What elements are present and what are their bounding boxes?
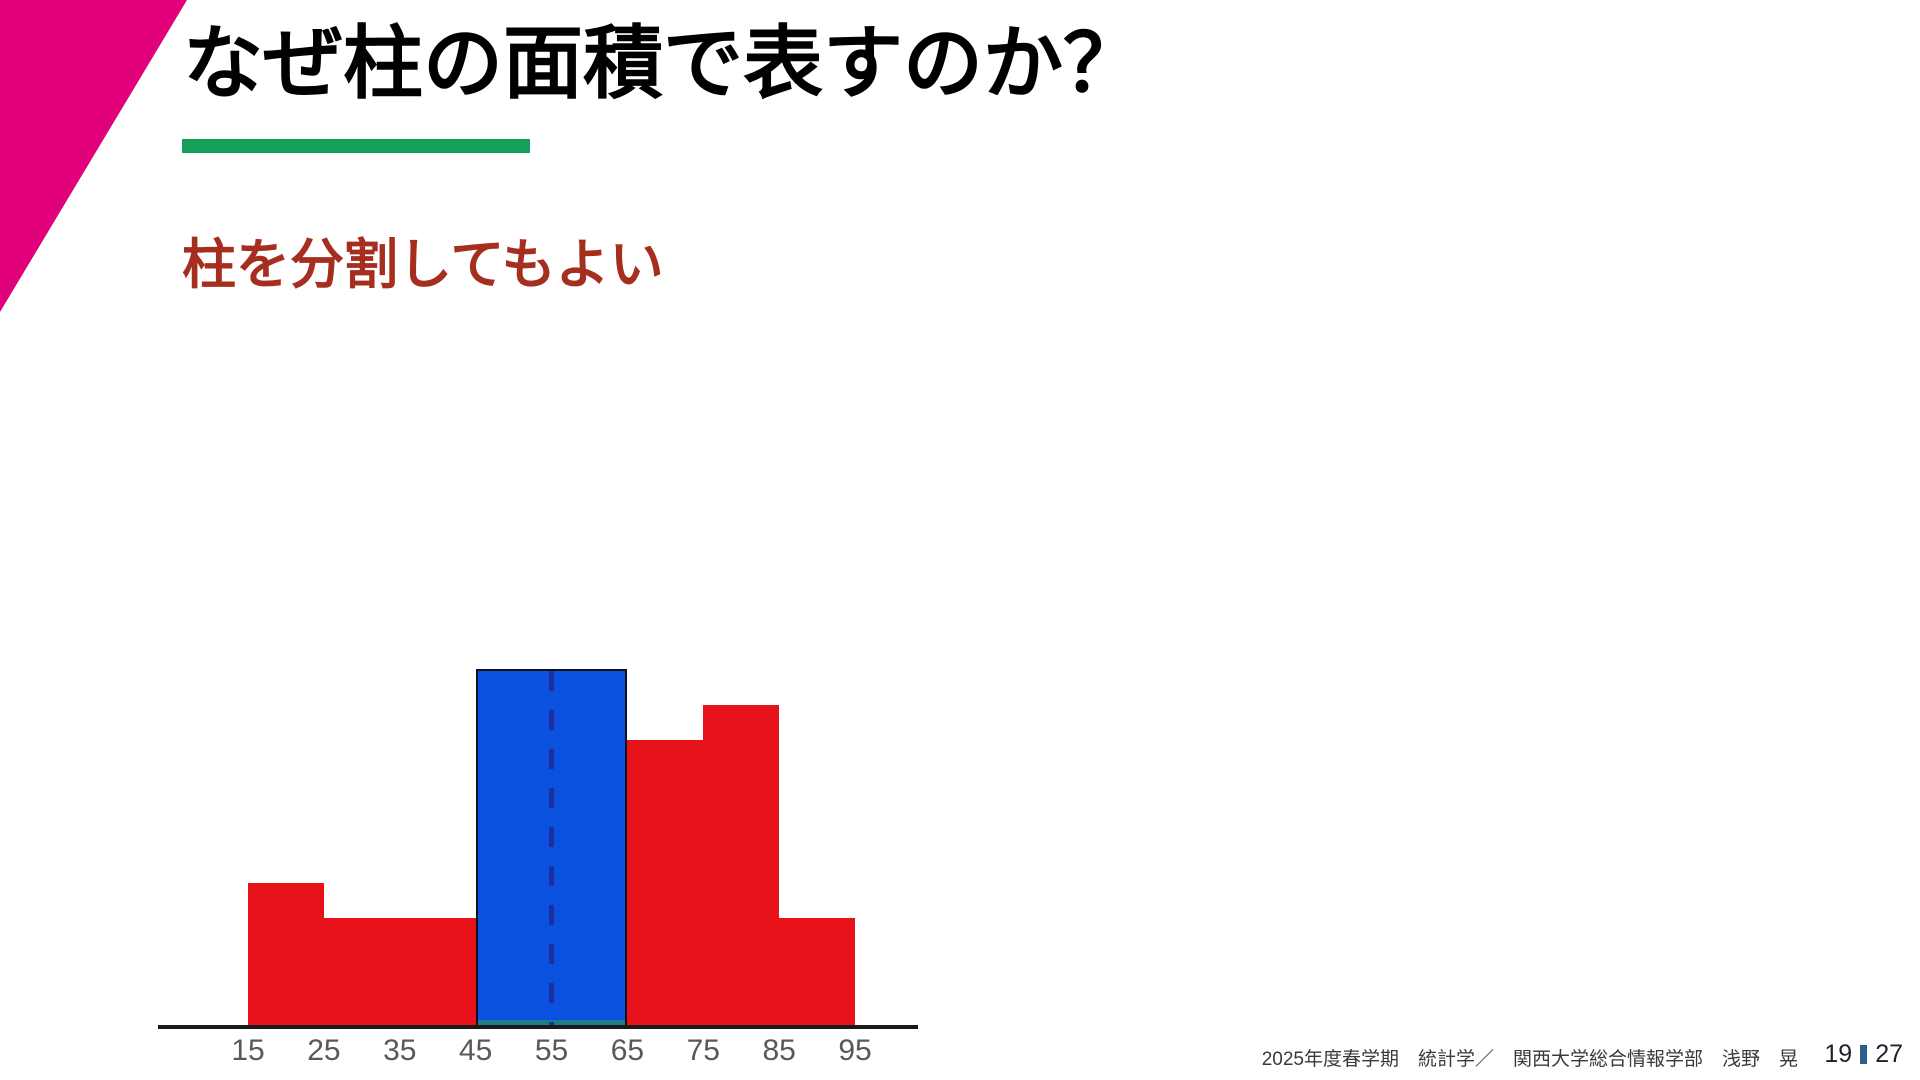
footer-course-info: 2025年度春学期 統計学／ 関西大学総合情報学部 浅野 晃	[1261, 1049, 1798, 1070]
x-tick-label: 15	[231, 1034, 265, 1067]
x-tick-label: 85	[762, 1034, 796, 1067]
x-axis-line	[158, 1025, 918, 1029]
page-title: なぜ柱の面積で表すのか？	[183, 19, 1143, 108]
x-tick-label: 35	[383, 1034, 417, 1067]
histogram: 15 25 35 45 55 65 75 85 95	[158, 650, 918, 1080]
page-current: 19	[1824, 1040, 1853, 1068]
histogram-plot	[158, 650, 918, 1025]
histogram-bar-red	[779, 918, 855, 1025]
x-tick-label: 45	[458, 1034, 493, 1067]
histogram-bar-red	[399, 918, 476, 1025]
x-tick-label: 55	[534, 1034, 569, 1067]
page-number: 19 27	[1824, 1040, 1903, 1069]
split-divider-dashed-line	[549, 671, 554, 1025]
histogram-bar-blue	[475, 669, 628, 1025]
page-total: 27	[1875, 1040, 1903, 1068]
title-underline	[182, 139, 530, 153]
x-axis-ticks: 15 25 35 45 55 65 75 85 95	[158, 1034, 918, 1074]
corner-accent-triangle	[0, 0, 187, 312]
histogram-bar-red	[703, 704, 780, 1025]
histogram-bar-red	[248, 882, 324, 1025]
histogram-bar-red	[323, 918, 400, 1025]
x-tick-label: 65	[610, 1034, 645, 1067]
x-tick-label: 25	[307, 1034, 341, 1067]
subtitle: 柱を分割してもよい	[182, 235, 664, 295]
histogram-bar-red	[627, 740, 704, 1025]
page-separator-bar	[1860, 1045, 1868, 1064]
x-tick-label: 95	[838, 1034, 872, 1067]
x-tick-label: 75	[686, 1034, 720, 1067]
